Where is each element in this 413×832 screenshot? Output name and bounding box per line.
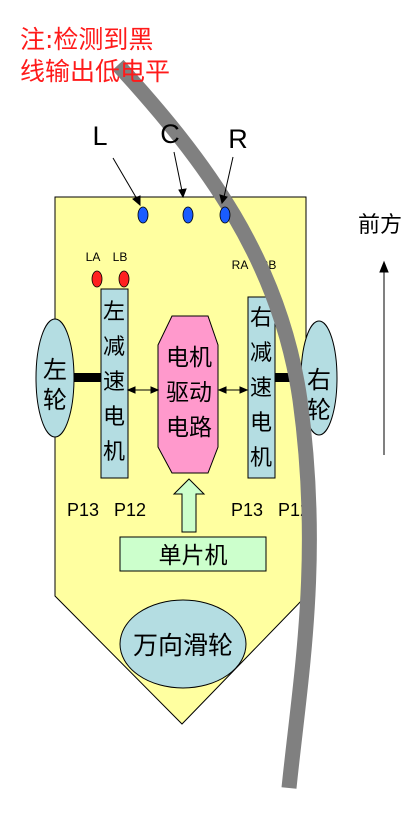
- sensor-right: [219, 206, 231, 224]
- left-pin-p13: P13: [67, 500, 99, 520]
- sensor-right-label: R: [228, 124, 248, 154]
- left-wheel-label-1: 左: [43, 357, 67, 384]
- black-track-line: [112, 59, 317, 789]
- left-motor-char: 速: [103, 369, 125, 394]
- right-double-arrow: [217, 386, 249, 394]
- mcu-box: [119, 536, 267, 572]
- sensor-left: [137, 206, 149, 224]
- note-line-2: 线输出低电平: [20, 57, 171, 86]
- right-motor-char: 右: [250, 305, 272, 330]
- left-wheel: [35, 318, 75, 438]
- left-pin-p12: P12: [114, 500, 146, 520]
- caster-label: 万向滑轮: [133, 632, 233, 660]
- mcu-label: 单片机: [159, 542, 228, 568]
- sensor-pointer-arrows: [112, 151, 234, 207]
- left-wheel-label-2: 轮: [43, 387, 67, 414]
- right-pin-p13: P13: [231, 500, 263, 520]
- right-wheel-label-1: 右: [307, 367, 331, 394]
- motor-driver: [157, 315, 219, 474]
- sensor-left-label: L: [92, 121, 107, 151]
- right-motor-char: 速: [250, 375, 272, 400]
- mcu-to-driver-arrow: [172, 478, 206, 533]
- left-led-a: [91, 270, 103, 288]
- sensor-center-label: C: [160, 119, 180, 149]
- right-wheel-label-2: 轮: [307, 397, 331, 424]
- right-motor-char: 机: [250, 445, 272, 470]
- note-line-1: 注:检测到黑: [20, 25, 154, 54]
- left-axle: [70, 373, 101, 382]
- driver-label-3: 电路: [166, 414, 212, 440]
- left-motor: [100, 288, 129, 479]
- right-motor: [247, 296, 276, 479]
- driver-label-2: 驱动: [166, 379, 212, 405]
- driver-label-1: 电机: [166, 344, 212, 370]
- left-port-b-label: LB: [113, 250, 128, 264]
- forward-arrow: [379, 260, 389, 455]
- right-port-a-label: RA: [232, 258, 249, 272]
- left-led-b: [118, 270, 130, 288]
- right-motor-char: 减: [250, 340, 272, 365]
- left-motor-char: 电: [103, 404, 125, 429]
- left-port-a-label: LA: [86, 250, 101, 264]
- right-motor-char: 电: [250, 410, 272, 435]
- sensor-center: [182, 206, 194, 224]
- caster-wheel: [119, 599, 247, 689]
- left-double-arrow: [126, 386, 160, 394]
- left-motor-char: 减: [103, 334, 125, 359]
- left-motor-char: 左: [103, 299, 125, 324]
- left-motor-char: 机: [103, 439, 125, 464]
- forward-label: 前方: [358, 212, 402, 237]
